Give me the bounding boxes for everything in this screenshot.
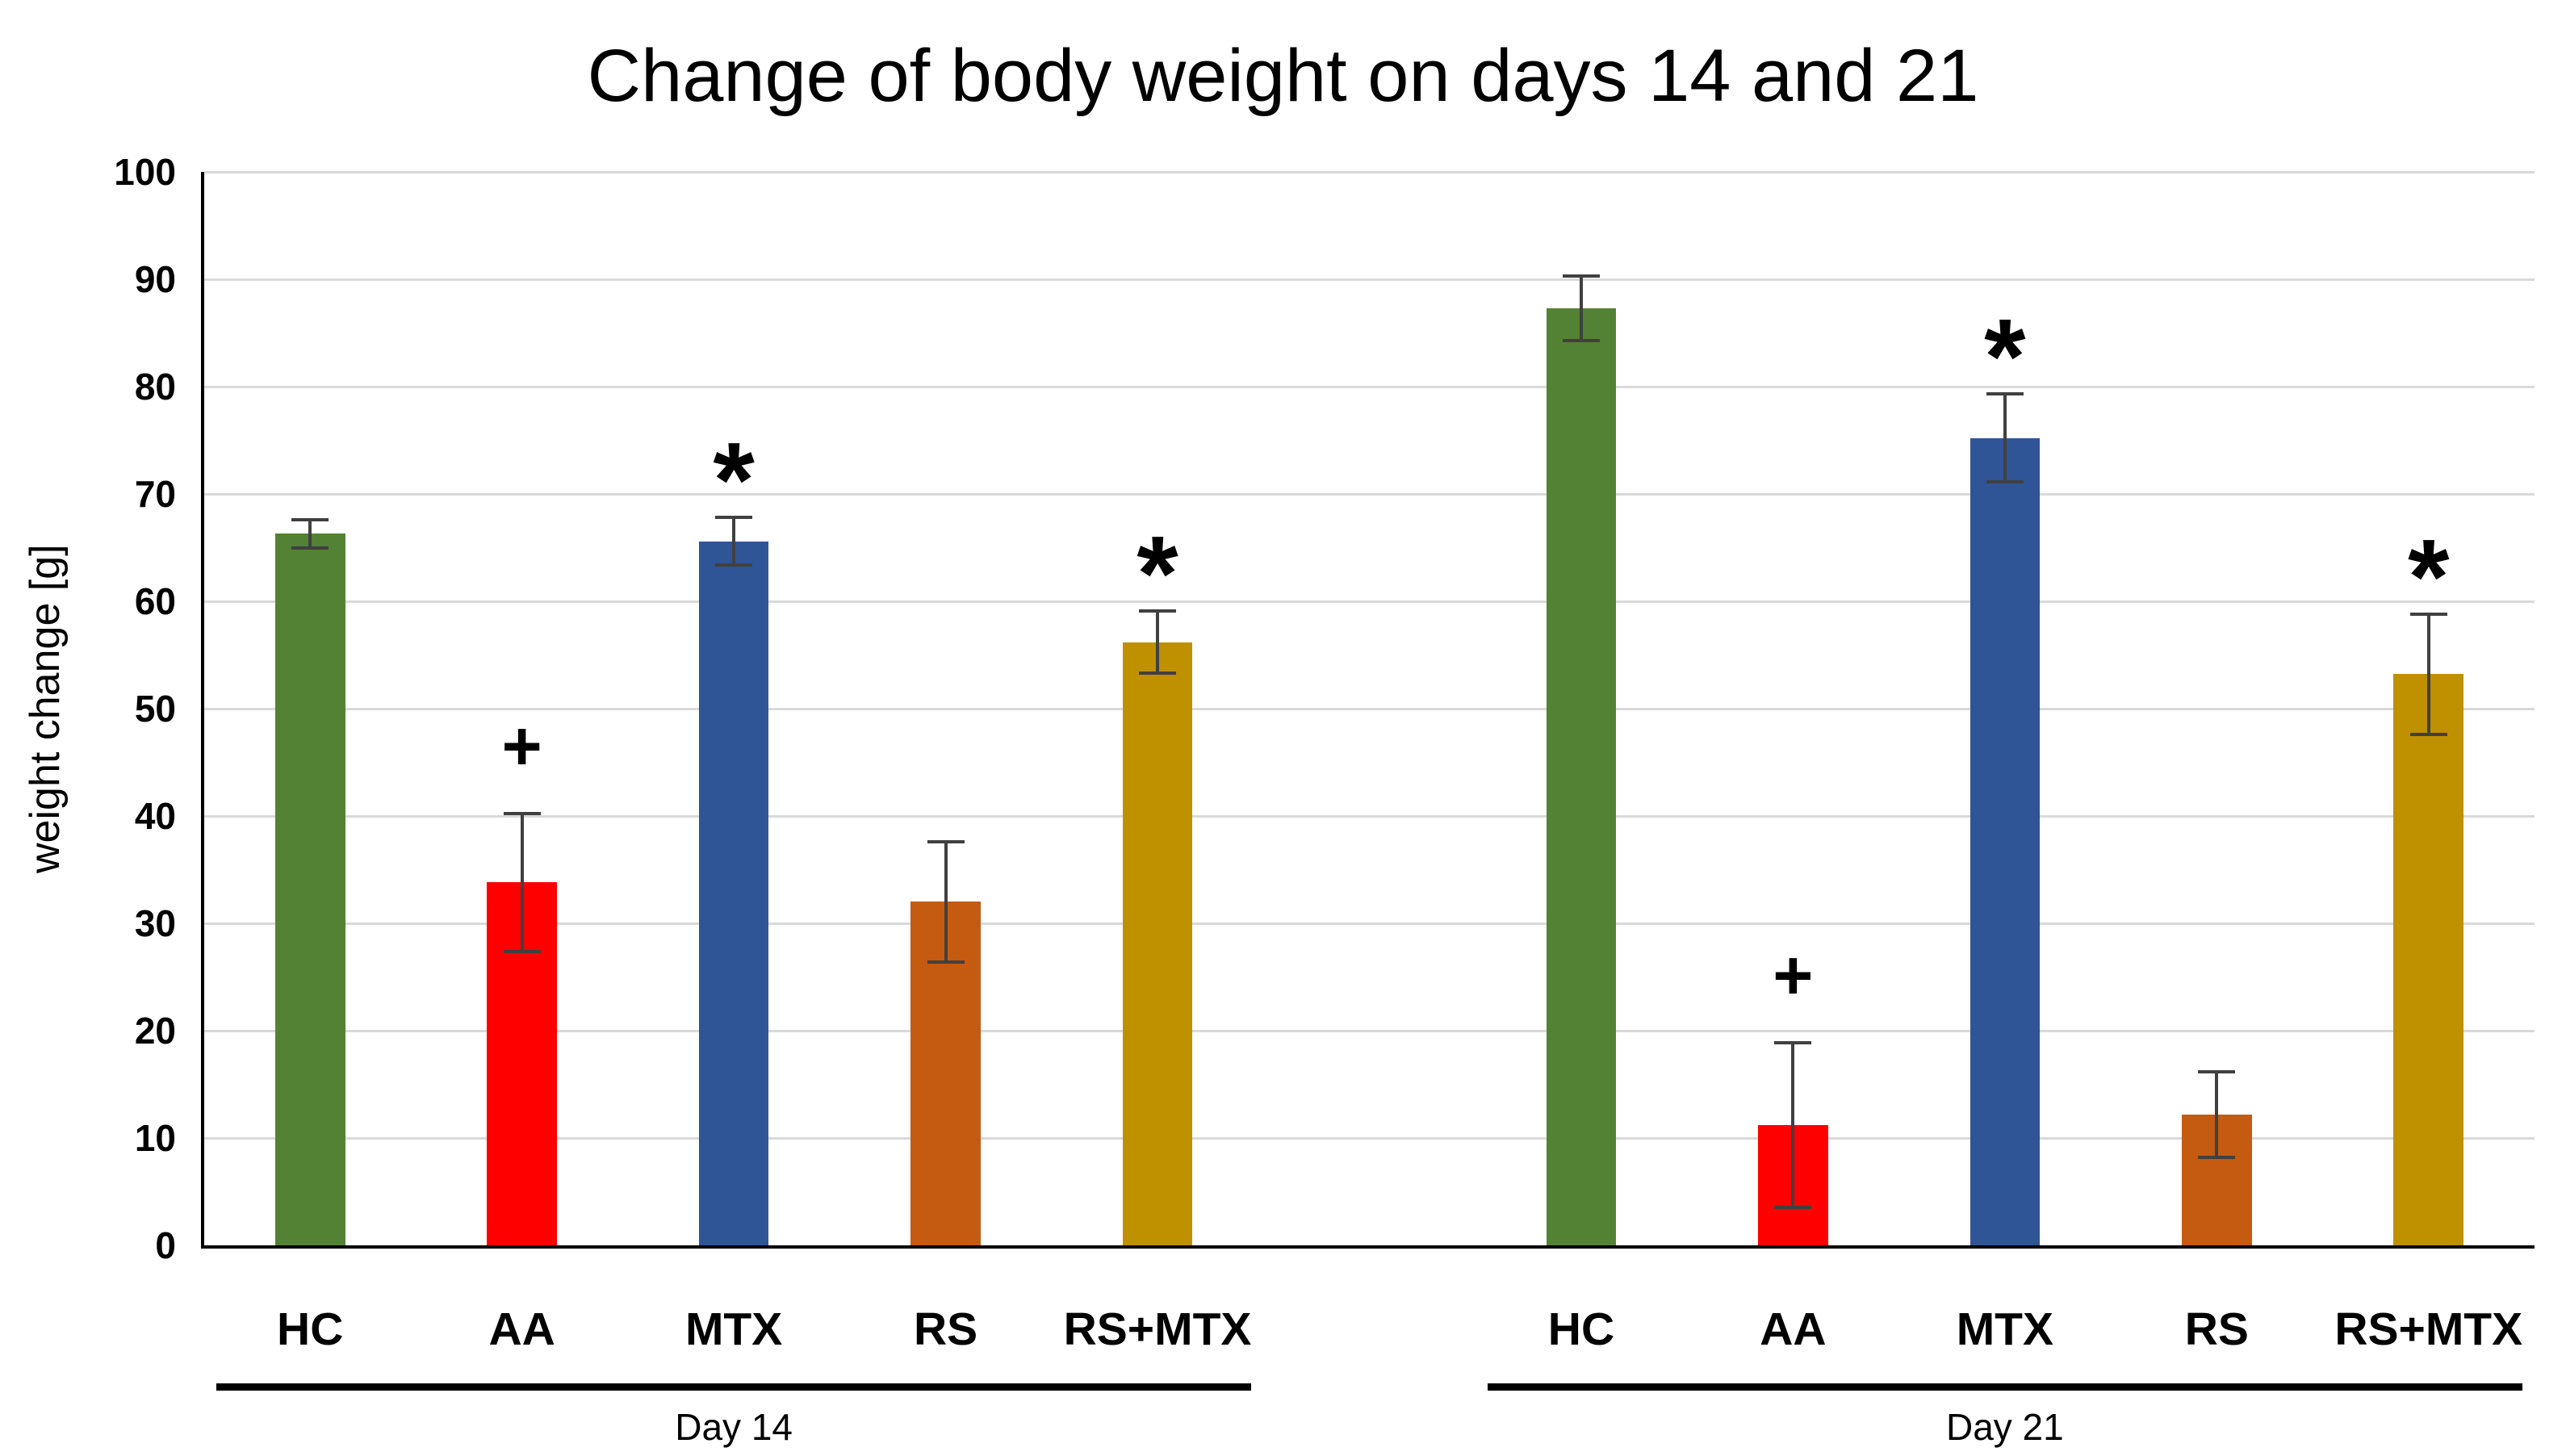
gridline-70	[204, 492, 2535, 496]
error-cap-top-rs-day14	[927, 839, 965, 843]
annotation-star-rs-mtx-day14: *	[1136, 513, 1178, 633]
error-cap-top-hc-day14	[291, 517, 329, 521]
error-bar-rs-mtx-day21	[2426, 613, 2430, 734]
error-bar-rs-day14	[944, 841, 948, 962]
gridline-90	[204, 278, 2535, 281]
y-tick-label-40: 40	[134, 795, 176, 837]
error-cap-bottom-rs-day14	[927, 960, 965, 964]
error-cap-bottom-rs-mtx-day14	[1139, 672, 1177, 676]
error-cap-bottom-rs-mtx-day21	[2409, 732, 2447, 736]
x-axis-line	[201, 1245, 2535, 1249]
bar-mtx-day21	[1969, 437, 2041, 1245]
category-label-rs-mtx-day21: RS+MTX	[2334, 1303, 2523, 1355]
annotation-star-mtx-day14: *	[713, 420, 755, 540]
gridline-20	[204, 1029, 2535, 1032]
category-label-mtx-day21: MTX	[1956, 1303, 2054, 1355]
y-tick-label-0: 0	[155, 1224, 176, 1266]
category-label-aa-day14: AA	[488, 1303, 555, 1355]
error-cap-top-rs-mtx-day21	[2409, 612, 2447, 616]
error-bar-rs-day21	[2215, 1071, 2219, 1157]
error-cap-top-aa-day21	[1774, 1040, 1812, 1044]
error-bar-hc-day21	[1579, 276, 1583, 341]
gridline-100	[204, 170, 2535, 174]
bar-rs-mtx-day14	[1122, 642, 1193, 1245]
error-bar-hc-day14	[308, 519, 312, 548]
gridline-30	[204, 922, 2535, 925]
category-label-rs-mtx-day14: RS+MTX	[1063, 1303, 1252, 1355]
category-label-rs-day14: RS	[913, 1303, 978, 1355]
bar-mtx-day14	[698, 541, 769, 1245]
y-tick-label-10: 10	[134, 1117, 176, 1159]
y-tick-label-90: 90	[134, 258, 176, 300]
group-underline-day14	[216, 1383, 1252, 1391]
error-cap-top-rs-mtx-day14	[1139, 609, 1177, 613]
error-cap-bottom-aa-day21	[1774, 1206, 1812, 1210]
bar-hc-day14	[274, 533, 345, 1245]
gridline-80	[204, 385, 2535, 388]
category-label-rs-day21: RS	[2184, 1303, 2249, 1355]
error-cap-bottom-hc-day21	[1562, 338, 1600, 342]
error-bar-aa-day14	[520, 814, 524, 952]
group-underline-day21	[1487, 1383, 2522, 1391]
category-label-aa-day21: AA	[1760, 1303, 1827, 1355]
error-cap-top-rs-day21	[2198, 1069, 2236, 1073]
category-label-hc-day14: HC	[277, 1303, 344, 1355]
gridline-10	[204, 1136, 2535, 1140]
error-cap-bottom-mtx-day21	[1986, 480, 2024, 484]
error-bar-aa-day21	[1791, 1042, 1795, 1208]
error-cap-bottom-mtx-day14	[715, 563, 753, 567]
annotation-plus-aa-day14: +	[501, 708, 542, 786]
y-tick-label-30: 30	[134, 902, 176, 944]
y-tick-label-50: 50	[134, 688, 176, 730]
group-label-day14: Day 14	[675, 1406, 793, 1448]
annotation-star-mtx-day21: *	[1984, 297, 2026, 416]
annotation-plus-aa-day21: +	[1773, 936, 1814, 1015]
y-axis-line	[201, 172, 204, 1249]
error-bar-rs-mtx-day14	[1156, 610, 1160, 674]
y-tick-label-70: 70	[134, 473, 176, 515]
gridline-40	[204, 814, 2535, 818]
y-tick-label-60: 60	[134, 580, 176, 622]
annotation-star-rs-mtx-day21: *	[2408, 517, 2450, 636]
group-label-day21: Day 21	[1945, 1406, 2064, 1448]
category-label-hc-day21: HC	[1547, 1303, 1615, 1355]
error-cap-bottom-aa-day14	[503, 949, 541, 953]
y-tick-label-80: 80	[134, 366, 176, 408]
error-cap-bottom-rs-day21	[2198, 1155, 2236, 1159]
error-cap-top-aa-day14	[503, 812, 541, 816]
gridline-60	[204, 600, 2535, 603]
bar-hc-day21	[1546, 308, 1617, 1245]
error-bar-mtx-day21	[2003, 394, 2007, 483]
y-tick-label-20: 20	[134, 1010, 176, 1052]
gridline-50	[204, 707, 2535, 710]
error-cap-bottom-hc-day14	[291, 546, 329, 550]
error-bar-mtx-day14	[732, 517, 736, 565]
error-cap-top-hc-day21	[1562, 274, 1600, 278]
error-cap-top-mtx-day21	[1986, 392, 2024, 396]
bar-rs-mtx-day21	[2393, 674, 2464, 1245]
y-tick-label-100: 100	[114, 151, 176, 193]
category-label-mtx-day14: MTX	[684, 1303, 783, 1355]
chart-title: Change of body weight on days 14 and 21	[587, 35, 1979, 117]
error-cap-top-mtx-day14	[715, 516, 753, 520]
